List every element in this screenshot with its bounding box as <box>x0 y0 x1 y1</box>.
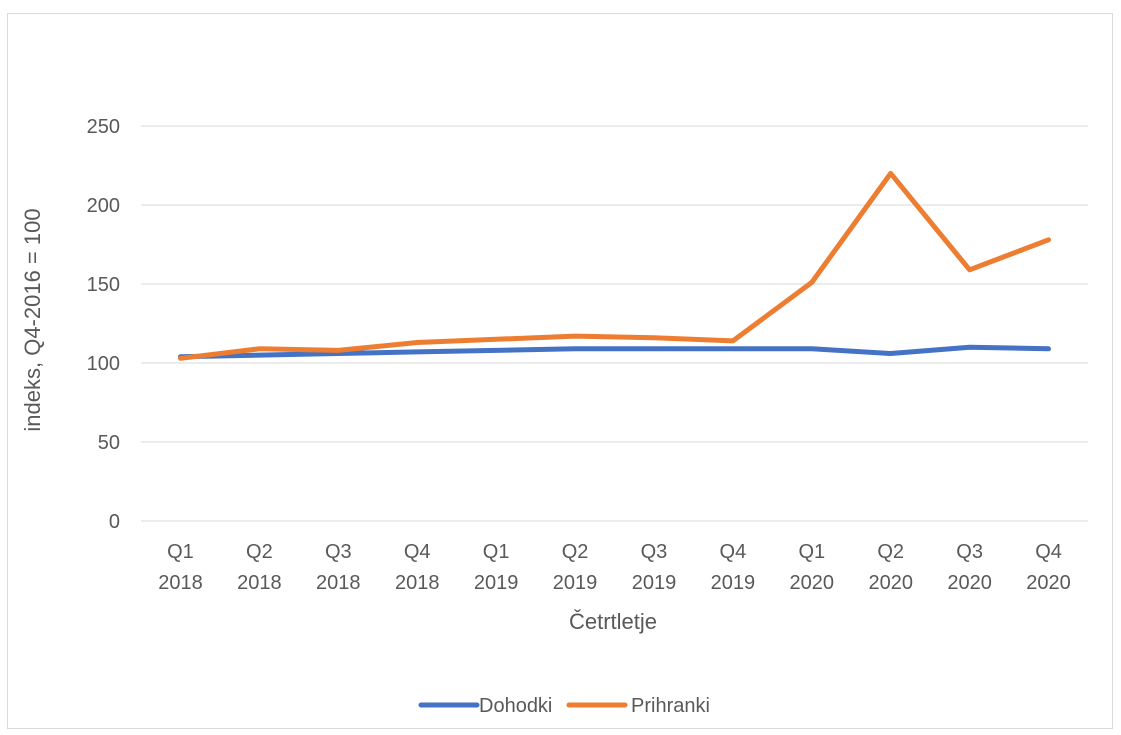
x-tick-label: Q3 <box>956 541 983 563</box>
x-tick-label: Q4 <box>720 541 747 563</box>
x-tick-label: Q2 <box>877 541 904 563</box>
x-tick-label: Q3 <box>641 541 668 563</box>
legend: Dohodki Prihranki <box>418 695 710 717</box>
x-tick-label: Q1 <box>798 541 825 563</box>
y-tick-label: 50 <box>98 432 120 454</box>
x-axis-ticks: Q1 2018 Q2 2018 Q3 2018 Q4 2018 Q1 2019 Q2 2019 Q3 20… <box>158 541 1071 594</box>
x-tick-label: Q4 <box>404 541 431 563</box>
x-tick-label-year: 2019 <box>553 572 598 594</box>
x-tick-label-year: 2018 <box>316 572 361 594</box>
legend-label-dohodki: Dohodki <box>479 695 552 717</box>
gridlines <box>141 125 1088 522</box>
y-tick-label: 250 <box>87 116 120 138</box>
y-tick-label: 150 <box>87 274 120 296</box>
x-tick-label: Q2 <box>562 541 589 563</box>
y-tick-label: 0 <box>109 511 120 533</box>
x-tick-label: Q4 <box>1035 541 1062 563</box>
x-tick-label-year: 2020 <box>1026 572 1071 594</box>
series-line-prihranki <box>178 170 1051 361</box>
x-tick-label-year: 2020 <box>790 572 835 594</box>
series-line-dohodki <box>178 344 1051 360</box>
x-tick-label: Q3 <box>325 541 352 563</box>
y-tick-label: 100 <box>87 353 120 375</box>
legend-label-prihranki: Prihranki <box>631 695 710 717</box>
x-tick-label-year: 2018 <box>395 572 440 594</box>
x-tick-label: Q2 <box>246 541 273 563</box>
x-tick-label-year: 2019 <box>474 572 519 594</box>
x-tick-label-year: 2019 <box>711 572 756 594</box>
x-axis-title: Četrtletje <box>569 609 657 634</box>
y-tick-label: 200 <box>87 195 120 217</box>
series-lines <box>178 170 1051 361</box>
x-tick-label-year: 2018 <box>158 572 203 594</box>
x-tick-label-year: 2020 <box>868 572 913 594</box>
x-tick-label: Q1 <box>167 541 194 563</box>
y-axis-ticks: 0 50 100 150 200 250 <box>87 116 120 533</box>
x-tick-label-year: 2020 <box>947 572 992 594</box>
x-tick-label: Q1 <box>483 541 510 563</box>
x-tick-label-year: 2018 <box>237 572 282 594</box>
x-tick-label-year: 2019 <box>632 572 677 594</box>
y-axis-title: indeks, Q4-2016 = 100 <box>20 208 45 431</box>
chart-frame <box>7 13 1113 729</box>
